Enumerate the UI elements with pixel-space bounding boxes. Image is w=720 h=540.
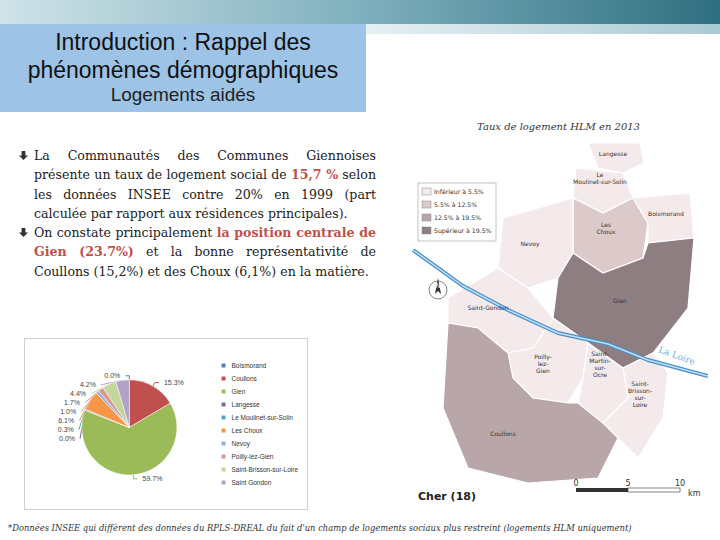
svg-text:Supérieur à 19.5%: Supérieur à 19.5% (434, 227, 492, 235)
svg-text:Saint-Gondon: Saint-Gondon (467, 304, 508, 311)
svg-text:LesChoux: LesChoux (596, 221, 615, 235)
svg-text:Langesse: Langesse (599, 150, 628, 158)
html-text:La Communautés des Communes Gi: La Communautés des Communes Giennoises p… (34, 148, 376, 221)
svg-text:10: 10 (675, 479, 685, 488)
svg-text:N: N (435, 282, 440, 290)
svg-text:5.5% à 12.5%: 5.5% à 12.5% (434, 201, 477, 208)
svg-text:4.2%: 4.2% (80, 381, 96, 388)
svg-text:6.1%: 6.1% (58, 417, 74, 424)
html-text:On constate principalement la: On constate principalement la position c… (34, 225, 376, 279)
html-text:Taux de logement HLM en 2013: Taux de logement HLM en 2013 (477, 121, 640, 132)
svg-text:12.5% à 19.5%: 12.5% à 19.5% (434, 214, 481, 221)
svg-text:Inférieur à 5.5%: Inférieur à 5.5% (434, 188, 484, 195)
svg-text:Langesse: Langesse (232, 401, 261, 409)
svg-text:Poilly-lez-Gien: Poilly-lez-Gien (232, 453, 274, 461)
svg-text:59.7%: 59.7% (143, 475, 163, 482)
svg-text:Saint-Martin-sur-Ocre: Saint-Martin-sur-Ocre (589, 350, 610, 378)
html-text:Logements aidés: Logements aidés (110, 84, 256, 105)
svg-text:Coullons: Coullons (490, 430, 516, 437)
svg-text:Coullons: Coullons (232, 375, 258, 382)
svg-text:LeMoulinet-sur-Solin: LeMoulinet-sur-Solin (573, 171, 627, 185)
svg-text:Saint-Brisson-sur-Loire: Saint-Brisson-sur-Loire (628, 380, 652, 408)
html-text:*Données INSEE qui diffèrent d: *Données INSEE qui diffèrent des données… (8, 523, 632, 533)
svg-text:1.0%: 1.0% (60, 408, 76, 415)
svg-text:0: 0 (573, 479, 578, 488)
svg-text:0.3%: 0.3% (58, 426, 74, 433)
svg-text:0.0%: 0.0% (59, 435, 75, 442)
svg-text:Les Choux: Les Choux (232, 427, 264, 434)
svg-text:15.3%: 15.3% (164, 379, 184, 386)
svg-text:Poilly-lez-Gien: Poilly-lez-Gien (534, 353, 552, 374)
svg-text:Nevoy: Nevoy (232, 440, 251, 448)
svg-text:5: 5 (625, 479, 630, 488)
svg-text:Saint-Brisson-sur-Loire: Saint-Brisson-sur-Loire (232, 466, 299, 473)
svg-text:Saint Gondon: Saint Gondon (232, 479, 272, 486)
svg-text:Boismorand: Boismorand (232, 362, 267, 369)
svg-text:Gien: Gien (613, 297, 627, 304)
svg-text:4.4%: 4.4% (70, 390, 86, 397)
svg-text:La Loire: La Loire (657, 344, 696, 366)
svg-text:0.0%: 0.0% (104, 372, 120, 379)
html-text:Introduction : Rappel des phén: Introduction : Rappel des phénomènes dém… (27, 29, 339, 83)
svg-text:Gien: Gien (232, 388, 246, 395)
svg-text:Nevoy: Nevoy (521, 240, 540, 248)
svg-text:Le Moulinet-sur-Solin: Le Moulinet-sur-Solin (232, 414, 294, 421)
svg-text:1.7%: 1.7% (64, 399, 80, 406)
svg-text:Boismorand: Boismorand (648, 210, 684, 217)
svg-text:km: km (688, 489, 701, 498)
svg-text:Cher (18): Cher (18) (418, 490, 476, 503)
